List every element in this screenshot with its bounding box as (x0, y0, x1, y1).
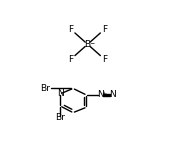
Text: F: F (68, 54, 73, 63)
Text: N: N (97, 90, 104, 99)
Text: +: + (102, 91, 107, 96)
Text: −: − (89, 40, 94, 45)
Text: F: F (102, 25, 107, 34)
Text: N: N (109, 90, 116, 99)
Text: Br: Br (40, 84, 49, 93)
Text: F: F (68, 25, 73, 34)
Text: F: F (102, 54, 107, 63)
Text: Br: Br (56, 113, 65, 122)
Text: B: B (84, 40, 90, 49)
Text: N: N (57, 89, 64, 98)
